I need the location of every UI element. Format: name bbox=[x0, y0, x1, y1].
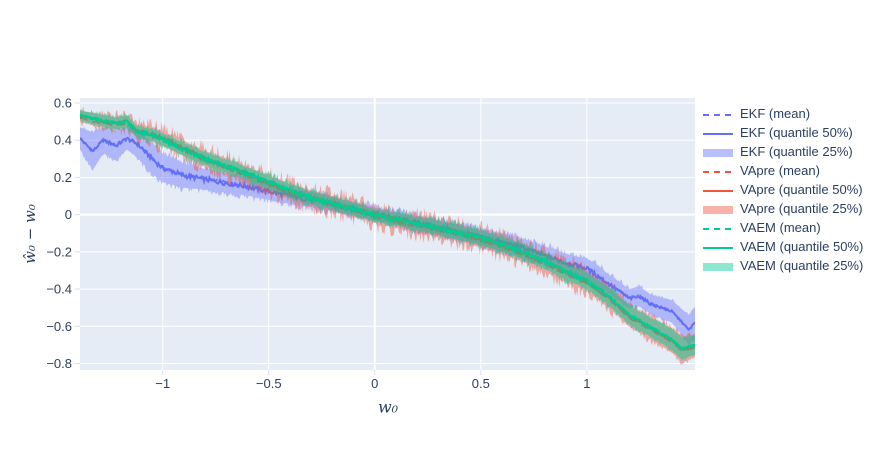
band-ekf bbox=[80, 124, 695, 345]
legend-band-swatch bbox=[702, 146, 734, 158]
legend-dashed-swatch bbox=[702, 165, 734, 177]
legend-item-vaem-quantile-25[interactable]: VAEM (quantile 25%) bbox=[702, 256, 863, 275]
legend-solid-swatch bbox=[702, 184, 734, 196]
legend-item-ekf-mean[interactable]: EKF (mean) bbox=[702, 104, 863, 123]
legend-label: EKF (quantile 25%) bbox=[740, 144, 853, 159]
legend-label: VApre (mean) bbox=[740, 163, 820, 178]
legend-label: VApre (quantile 25%) bbox=[740, 201, 863, 216]
y-tick-label: −0.2 bbox=[46, 244, 72, 259]
y-tick-label: 0 bbox=[65, 207, 72, 222]
legend-solid-swatch bbox=[702, 241, 734, 253]
y-tick-label: 0.4 bbox=[54, 133, 72, 148]
legend-label: VAEM (quantile 50%) bbox=[740, 239, 864, 254]
legend-item-vaem-quantile-50[interactable]: VAEM (quantile 50%) bbox=[702, 237, 863, 256]
legend-item-vaem-mean[interactable]: VAEM (mean) bbox=[702, 218, 863, 237]
legend: EKF (mean) EKF (quantile 50%) EKF (quantil… bbox=[702, 104, 863, 275]
y-tick-label: −0.4 bbox=[46, 282, 72, 297]
legend-solid-swatch bbox=[702, 127, 734, 139]
y-tick-label: −0.6 bbox=[46, 319, 72, 334]
legend-band-swatch bbox=[702, 260, 734, 272]
legend-label: VAEM (quantile 25%) bbox=[740, 258, 864, 273]
legend-item-vapre-mean[interactable]: VApre (mean) bbox=[702, 161, 863, 180]
legend-item-vapre-quantile-25[interactable]: VApre (quantile 25%) bbox=[702, 199, 863, 218]
legend-label: VApre (quantile 50%) bbox=[740, 182, 863, 197]
legend-dashed-swatch bbox=[702, 222, 734, 234]
x-tick-label: 1 bbox=[583, 376, 590, 391]
x-tick-label: −0.5 bbox=[256, 376, 282, 391]
series-layer bbox=[80, 106, 695, 366]
x-tick-label: −1 bbox=[155, 376, 170, 391]
legend-item-ekf-quantile-50[interactable]: EKF (quantile 50%) bbox=[702, 123, 863, 142]
median-line-vaem bbox=[80, 113, 695, 352]
x-axis-title: w₀ bbox=[377, 397, 399, 417]
legend-item-vapre-quantile-50[interactable]: VApre (quantile 50%) bbox=[702, 180, 863, 199]
x-tick-label: 0.5 bbox=[472, 376, 490, 391]
legend-label: EKF (mean) bbox=[740, 106, 811, 121]
y-tick-label: 0.6 bbox=[54, 96, 72, 111]
legend-label: EKF (quantile 50%) bbox=[740, 125, 853, 140]
y-tick-label: 0.2 bbox=[54, 170, 72, 185]
legend-dashed-swatch bbox=[702, 108, 734, 120]
x-tick-label: 0 bbox=[371, 376, 378, 391]
legend-label: VAEM (mean) bbox=[740, 220, 821, 235]
y-axis-title: ŵ₀ − w₀ bbox=[21, 204, 39, 264]
legend-item-ekf-quantile-25[interactable]: EKF (quantile 25%) bbox=[702, 142, 863, 161]
y-tick-label: −0.8 bbox=[46, 356, 72, 371]
legend-band-swatch bbox=[702, 203, 734, 215]
